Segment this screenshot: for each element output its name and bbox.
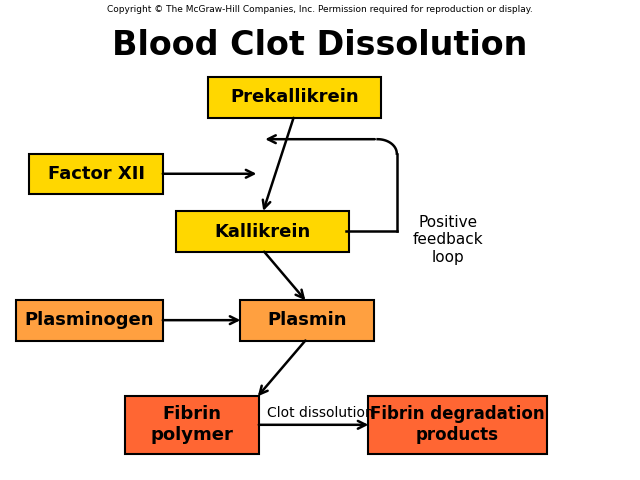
Text: Fibrin degradation
products: Fibrin degradation products [371, 406, 545, 444]
Text: Kallikrein: Kallikrein [214, 223, 310, 240]
Text: Plasmin: Plasmin [268, 312, 347, 329]
FancyBboxPatch shape [208, 77, 381, 118]
Text: Positive
feedback
loop: Positive feedback loop [413, 215, 483, 265]
Text: Prekallikrein: Prekallikrein [230, 88, 358, 106]
Text: Factor XII: Factor XII [47, 165, 145, 183]
FancyBboxPatch shape [29, 154, 163, 194]
Text: Plasminogen: Plasminogen [25, 312, 154, 329]
FancyBboxPatch shape [240, 300, 374, 341]
Text: Fibrin
polymer: Fibrin polymer [150, 406, 234, 444]
FancyBboxPatch shape [176, 211, 349, 252]
Text: Blood Clot Dissolution: Blood Clot Dissolution [112, 29, 528, 62]
FancyBboxPatch shape [368, 396, 547, 454]
FancyBboxPatch shape [125, 396, 259, 454]
Text: Clot dissolution: Clot dissolution [267, 406, 373, 420]
Text: Copyright © The McGraw-Hill Companies, Inc. Permission required for reproduction: Copyright © The McGraw-Hill Companies, I… [107, 5, 533, 14]
FancyBboxPatch shape [16, 300, 163, 341]
